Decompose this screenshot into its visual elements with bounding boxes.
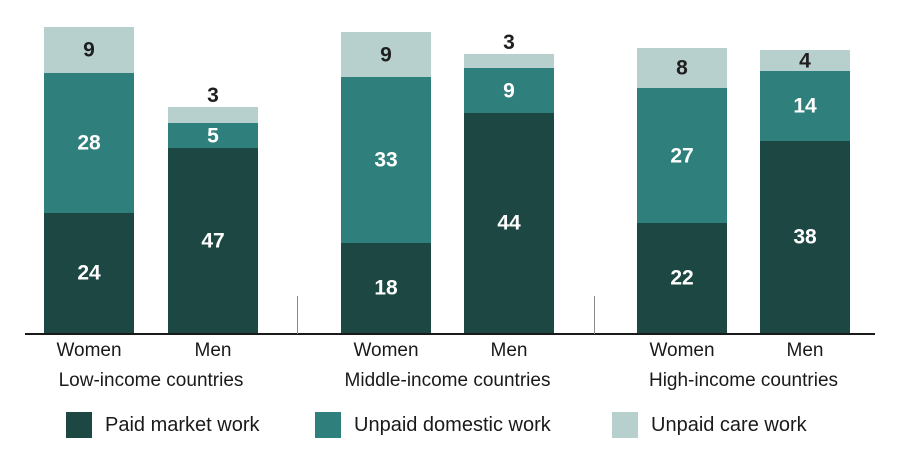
value-label: 4 — [799, 49, 811, 72]
bar-women: 18 33 9 — [341, 32, 431, 333]
bar-segment-paid: 38 — [760, 141, 850, 333]
bar-segment-paid: 44 — [464, 113, 554, 333]
value-label-above-bar: 3 — [503, 31, 515, 54]
group-separator-tick — [297, 296, 298, 334]
x-axis-label-women: Women — [353, 340, 419, 361]
value-label: 28 — [77, 131, 101, 155]
bar-men: 44 9 — [464, 54, 554, 333]
x-axis-label-men: Men — [490, 340, 528, 361]
value-label: 9 — [83, 38, 95, 62]
value-label: 9 — [503, 79, 515, 102]
value-label: 14 — [793, 94, 817, 118]
value-label: 8 — [676, 56, 688, 80]
value-label: 9 — [380, 43, 392, 66]
bar-women: 22 27 8 — [637, 48, 727, 333]
bar-segment-domestic: 27 — [637, 88, 727, 223]
value-label: 5 — [207, 124, 219, 147]
bar-women: 24 28 9 — [44, 27, 134, 333]
bar-segment-care — [464, 54, 554, 68]
value-label: 47 — [201, 229, 225, 252]
bar-segment-care: 4 — [760, 50, 850, 71]
bar-segment-domestic: 9 — [464, 68, 554, 113]
group-label: High-income countries — [648, 370, 839, 391]
group-label: Low-income countries — [58, 370, 244, 391]
bar-segment-domestic: 28 — [44, 73, 134, 213]
bar-segment-domestic: 5 — [168, 123, 258, 148]
bar-segment-domestic: 14 — [760, 71, 850, 141]
bar-men: 47 5 — [168, 107, 258, 333]
bar-segment-paid: 24 — [44, 213, 134, 333]
bar-segment-care: 9 — [341, 32, 431, 77]
value-label: 33 — [374, 148, 398, 172]
group-separator-tick — [594, 296, 595, 334]
bar-segment-care: 8 — [637, 48, 727, 88]
value-label: 22 — [670, 266, 694, 290]
value-label: 27 — [670, 144, 694, 167]
value-label: 18 — [374, 276, 398, 300]
x-axis-label-women: Women — [649, 340, 715, 361]
bar-segment-domestic: 33 — [341, 77, 431, 243]
bar-segment-paid: 18 — [341, 243, 431, 333]
x-axis-label-men: Men — [786, 340, 824, 361]
x-axis-label-men: Men — [194, 340, 232, 361]
group-label: Middle-income countries — [344, 370, 551, 391]
bar-segment-paid: 47 — [168, 148, 258, 333]
value-label: 24 — [77, 261, 101, 285]
value-label: 44 — [497, 211, 521, 235]
bar-men: 38 14 4 — [760, 50, 850, 333]
value-label-above-bar: 3 — [207, 84, 219, 107]
x-axis-label-women: Women — [56, 340, 122, 361]
bar-segment-care: 9 — [44, 27, 134, 73]
bar-segment-care — [168, 107, 258, 123]
value-label: 38 — [793, 225, 817, 249]
bar-segment-paid: 22 — [637, 223, 727, 333]
x-axis-line — [25, 333, 875, 335]
